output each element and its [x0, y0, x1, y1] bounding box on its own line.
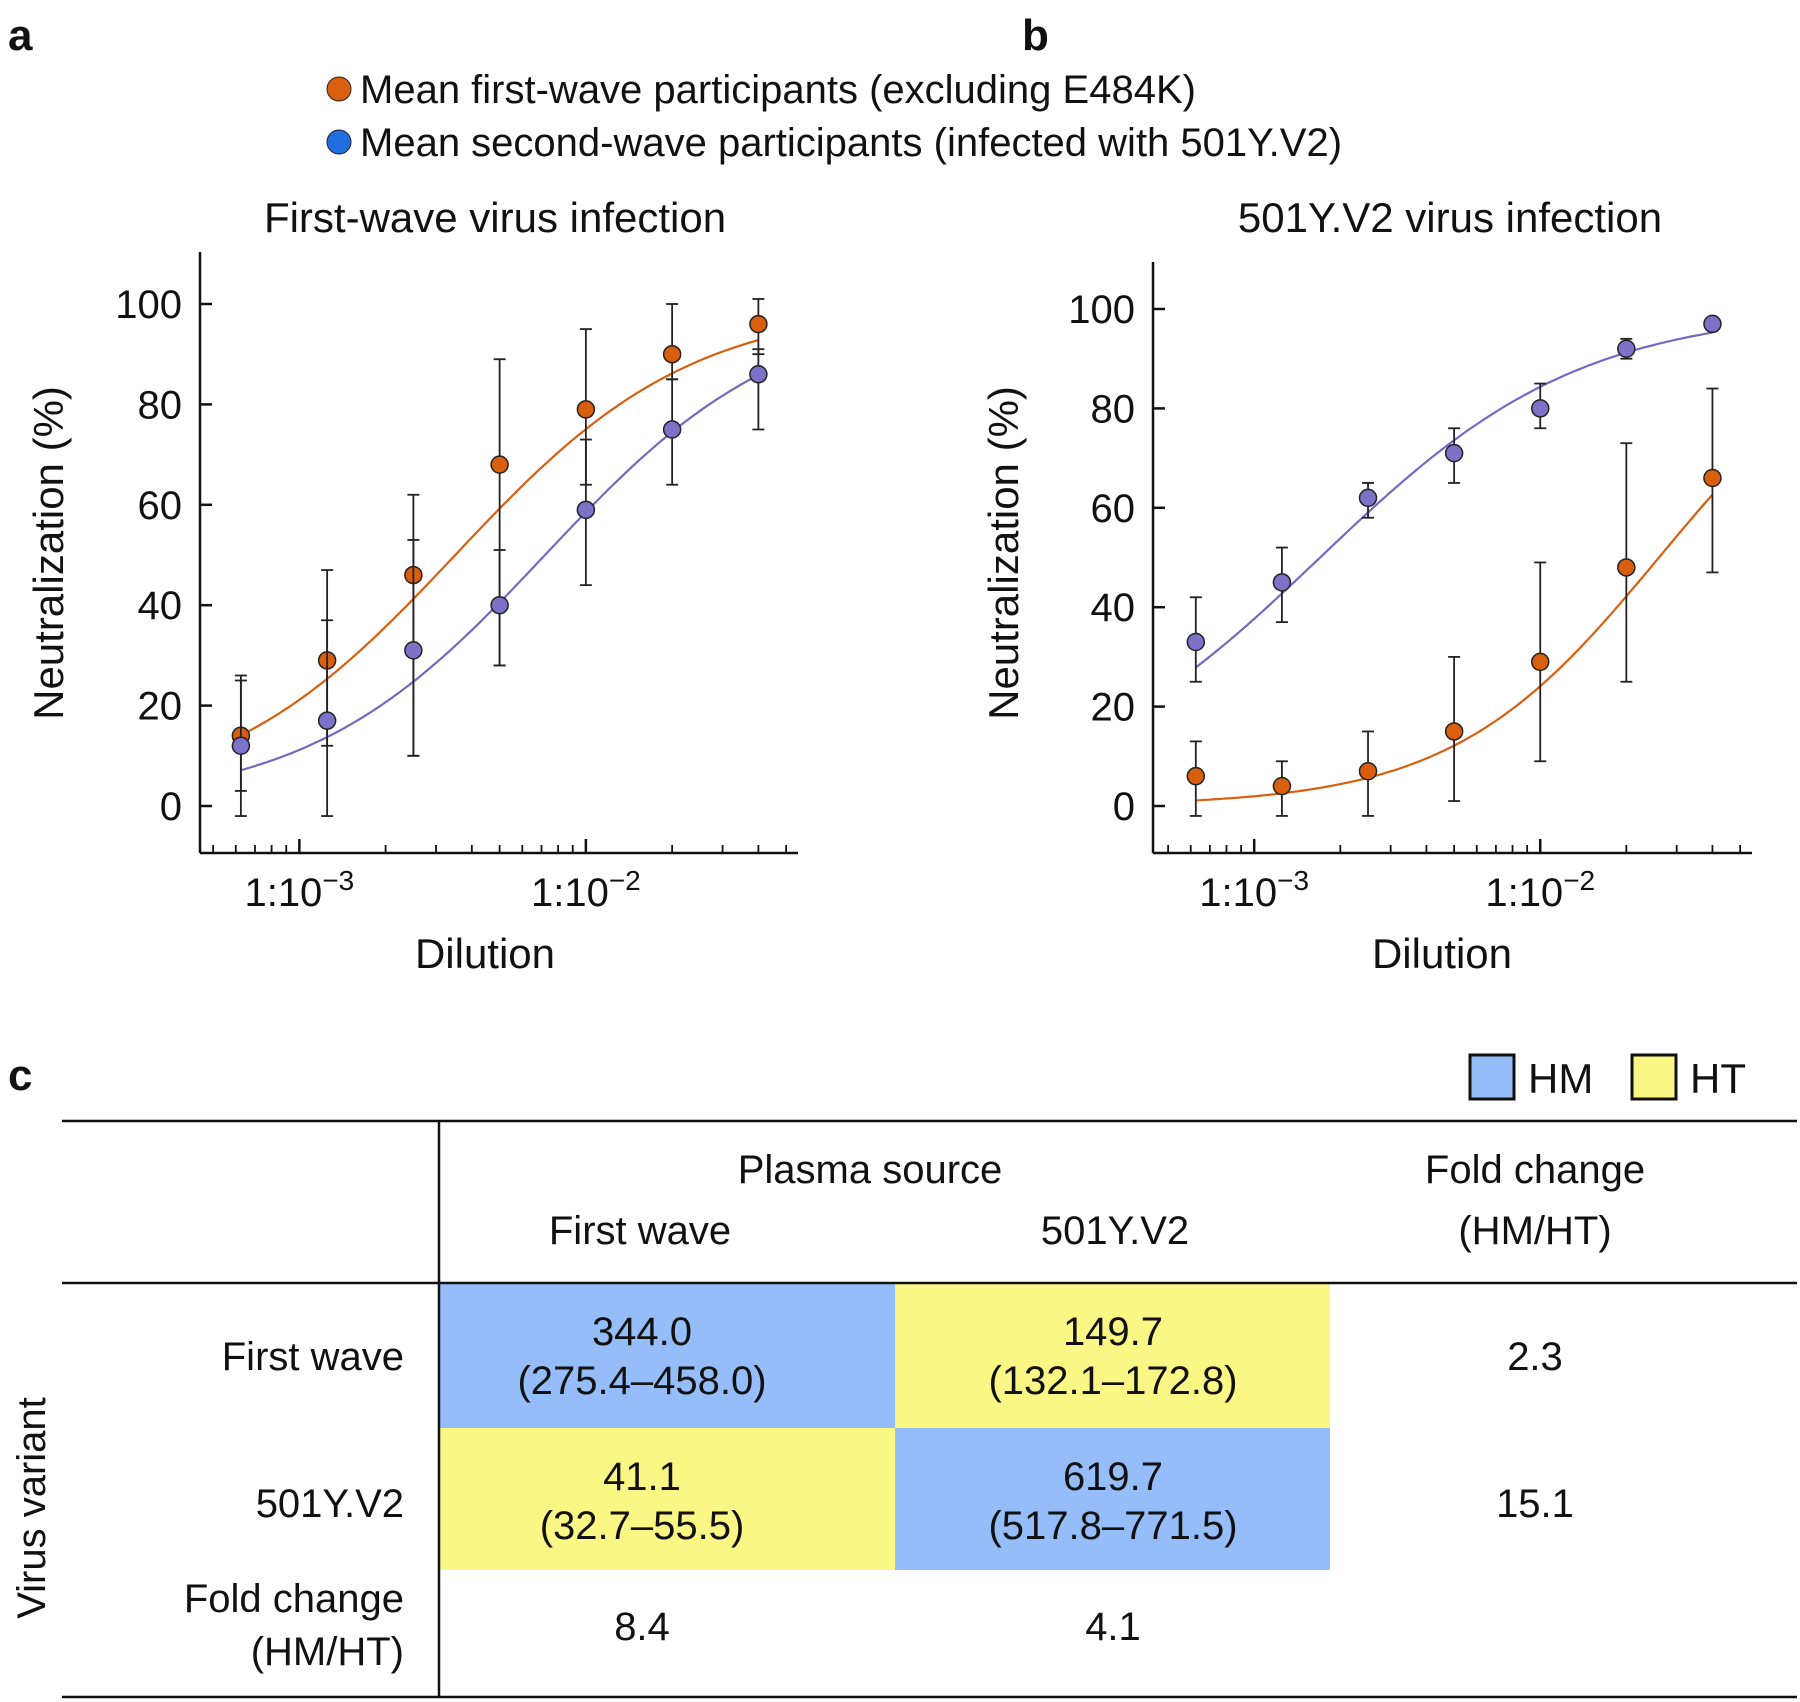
- legend-swatch-hm: [1468, 1053, 1516, 1101]
- data-point: [1358, 488, 1378, 508]
- data-point: [576, 500, 596, 520]
- data-point: [1703, 468, 1722, 488]
- data-point: [1617, 339, 1636, 359]
- header-fold-change-sub: (HM/HT): [1458, 1209, 1611, 1253]
- y-tick-label: 0: [1113, 785, 1135, 829]
- y-tick-label: 60: [138, 484, 183, 528]
- chart-first-wave-virus: First-wave virus infection Dilution Neut…: [25, 194, 798, 977]
- cell-ci: (275.4–458.0): [517, 1359, 766, 1403]
- data-point: [1272, 573, 1292, 592]
- row-axis-label: Virus variant: [10, 1397, 54, 1619]
- cell-value: 41.1: [603, 1455, 681, 1499]
- cell-ci: (132.1–172.8): [988, 1359, 1237, 1403]
- header-col-first-wave: First wave: [549, 1209, 731, 1253]
- chart-title: 501Y.V2 virus infection: [1238, 194, 1662, 241]
- data-point: [1530, 652, 1550, 672]
- y-tick-label: 80: [1091, 387, 1136, 431]
- row-label-first-wave: First wave: [222, 1335, 404, 1379]
- data-point: [1272, 776, 1292, 796]
- data-point: [749, 314, 768, 334]
- y-tick-label: 100: [1068, 288, 1135, 332]
- chart-501y-v2-virus: 501Y.V2 virus infection Dilution Neutral…: [980, 194, 1752, 977]
- y-axis-label: Neutralization (%): [980, 386, 1027, 720]
- cell-value: 619.7: [1063, 1455, 1163, 1499]
- chart-title: First-wave virus infection: [264, 194, 726, 241]
- series-first-wave-participants: [1186, 387, 1722, 817]
- data-point: [749, 365, 768, 384]
- data-point: [1530, 399, 1550, 418]
- chart-legend: Mean first-wave participants (excluding …: [326, 68, 1342, 165]
- panel-letter-b: b: [1022, 11, 1049, 60]
- y-tick-label: 80: [138, 383, 183, 427]
- fit-curve: [1195, 331, 1713, 669]
- data-point: [404, 641, 423, 660]
- x-tick-label: 1:10−2: [1485, 865, 1595, 915]
- y-tick-label: 0: [160, 785, 182, 829]
- y-tick-label: 100: [115, 283, 182, 327]
- x-tick-label: 1:10−3: [1199, 865, 1309, 915]
- header-col-501y-v2: 501Y.V2: [1041, 1209, 1189, 1253]
- cell-value: 344.0: [592, 1310, 692, 1354]
- data-point: [317, 711, 337, 730]
- y-tick-label: 40: [1091, 586, 1136, 630]
- y-tick-label: 20: [138, 685, 183, 729]
- series-second-wave-participants: [1186, 314, 1722, 683]
- table-cell-bg: [440, 1283, 895, 1428]
- y-axis-label: Neutralization (%): [25, 386, 72, 720]
- cell-ci: (517.8–771.5): [988, 1504, 1237, 1548]
- fold-change-value: 4.1: [1085, 1605, 1141, 1649]
- row-label-fold-change: Fold change: [184, 1577, 404, 1621]
- data-point: [1444, 443, 1464, 463]
- legend-label-hm: HM: [1528, 1055, 1593, 1102]
- y-tick-label: 20: [1091, 686, 1136, 730]
- cell-ci: (32.7–55.5): [540, 1504, 745, 1548]
- data-point: [1617, 558, 1636, 577]
- legend-marker-second-wave: [326, 129, 352, 155]
- neutralization-table: HM HT Plasma source First wave 501Y.V2 F…: [10, 1053, 1797, 1699]
- row-label-fold-change-sub: (HM/HT): [251, 1630, 404, 1674]
- fold-change-value: 8.4: [614, 1605, 670, 1649]
- series-first-wave-participants: [231, 298, 768, 792]
- x-axis-label: Dilution: [415, 930, 555, 977]
- series-second-wave-participants: [231, 348, 768, 817]
- row-label-501y-v2: 501Y.V2: [256, 1482, 404, 1526]
- y-tick-label: 60: [1091, 487, 1136, 531]
- fold-change-value: 2.3: [1507, 1335, 1563, 1379]
- table-cell-bg: [895, 1283, 1330, 1428]
- x-tick-label: 1:10−2: [531, 865, 641, 915]
- legend-label-second-wave: Mean second-wave participants (infected …: [360, 121, 1342, 165]
- data-point: [662, 344, 682, 364]
- data-point: [231, 736, 251, 756]
- table-cell-bg: [440, 1428, 895, 1570]
- data-point: [576, 400, 596, 419]
- cell-value: 149.7: [1063, 1310, 1163, 1354]
- table-cell-bg: [895, 1428, 1330, 1570]
- data-point: [1703, 314, 1722, 334]
- y-tick-label: 40: [138, 584, 183, 628]
- data-point: [1186, 766, 1206, 786]
- data-point: [662, 420, 682, 439]
- legend-label-first-wave: Mean first-wave participants (excluding …: [360, 68, 1196, 112]
- data-point: [1444, 722, 1464, 741]
- fold-change-value: 15.1: [1496, 1482, 1574, 1526]
- data-point: [490, 595, 509, 615]
- legend-label-ht: HT: [1690, 1055, 1746, 1102]
- panel-letter-c: c: [8, 1051, 32, 1100]
- data-point: [1186, 632, 1206, 652]
- data-point: [1358, 761, 1378, 781]
- header-plasma-source: Plasma source: [738, 1148, 1003, 1192]
- legend-swatch-ht: [1630, 1053, 1678, 1101]
- panel-letter-a: a: [8, 11, 33, 60]
- x-tick-label: 1:10−3: [244, 865, 354, 915]
- data-point: [490, 455, 509, 474]
- x-axis-label: Dilution: [1372, 930, 1512, 977]
- legend-marker-first-wave: [326, 76, 352, 102]
- header-fold-change: Fold change: [1425, 1148, 1645, 1192]
